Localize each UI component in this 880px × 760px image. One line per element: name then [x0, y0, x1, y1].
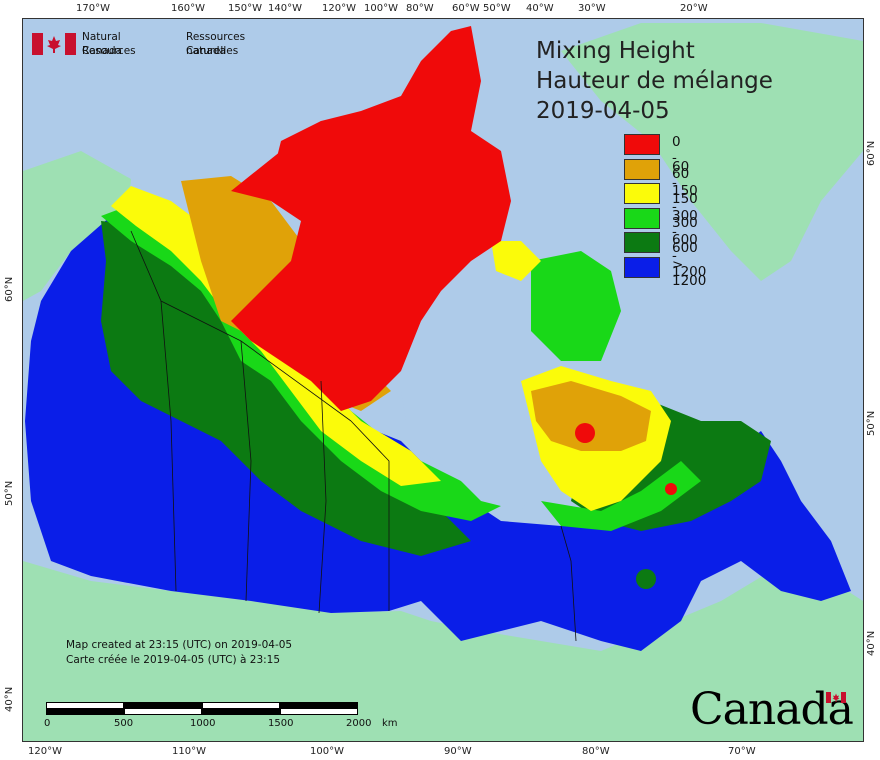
nrcan-fr: Ressources naturelles: [186, 31, 246, 57]
scale-label: 1000: [190, 718, 216, 729]
legend-swatch: [624, 207, 660, 229]
greenland-land: [561, 23, 863, 281]
zone-300-600-east: [531, 251, 621, 361]
legend-label: 60 - 150: [672, 158, 698, 207]
top-lon-label: 150°W: [228, 3, 262, 14]
title-date: 2019-04-05: [536, 98, 670, 124]
nrcan-fr-canada: Canada: [186, 45, 226, 57]
canada-flag-icon: [32, 33, 76, 55]
zone-0-60-islands: [276, 121, 351, 166]
left-lat-label: 50°N: [4, 480, 15, 506]
title-en: Mixing Height: [536, 38, 695, 64]
top-lon-label: 140°W: [268, 3, 302, 14]
right-lat-label: 60°N: [866, 140, 877, 166]
usa-land: [23, 561, 863, 741]
scale-bar: 0 500 1000 1500 2000 km: [44, 702, 398, 729]
zone-300-600-quebec: [541, 461, 701, 531]
bottom-lon-label: 70°W: [728, 746, 756, 757]
title-fr: Hauteur de mélange: [536, 68, 773, 94]
right-lat-label: 50°N: [866, 410, 877, 436]
scale-segment: [124, 708, 202, 715]
title-block: Mixing Height Hauteur de mélange 2019-04…: [536, 36, 773, 126]
left-lat-label: 40°N: [4, 686, 15, 712]
top-lon-label: 80°W: [406, 3, 434, 14]
top-lon-label: 40°W: [526, 3, 554, 14]
scale-label: 0: [44, 718, 51, 729]
credit-fr: Carte créée le 2019-04-05 (UTC) à 23:15: [66, 654, 281, 666]
map-canvas[interactable]: [22, 18, 864, 742]
legend-swatch: [624, 183, 660, 204]
top-lon-label: 60°W: [452, 3, 480, 14]
alaska-land: [23, 151, 131, 301]
legend-swatch: [624, 134, 660, 155]
bottom-lon-label: 110°W: [172, 746, 206, 757]
legend-swatch: [624, 232, 660, 253]
credit-en: Map created at 23:15 (UTC) on 2019-04-05: [66, 639, 293, 651]
legend-label: 300 - 600: [672, 207, 698, 256]
scale-segment: [202, 708, 280, 715]
canada-flag-icon: [826, 692, 846, 703]
bottom-lon-label: 90°W: [444, 746, 472, 757]
bottom-lon-label: 100°W: [310, 746, 344, 757]
zone-600-1200-spot: [636, 569, 656, 589]
top-lon-label: 170°W: [76, 3, 110, 14]
province-boundaries: [130, 230, 577, 642]
legend-swatch: [624, 158, 660, 180]
top-lon-label: 30°W: [578, 3, 606, 14]
legend-label: 600 - 1200: [672, 232, 707, 280]
hudson-bay: [401, 371, 541, 511]
scale-label: 2000: [346, 718, 372, 729]
legend-label: > 1200: [672, 256, 707, 289]
scale-unit: km: [382, 718, 398, 729]
legend-label: 0 - 60: [672, 134, 690, 182]
left-lat-label: 60°N: [4, 276, 15, 302]
top-lon-label: 160°W: [171, 3, 205, 14]
zone-150-300-north: [491, 241, 541, 281]
top-lon-label: 50°W: [483, 3, 511, 14]
scale-segment: [46, 708, 124, 715]
bottom-lon-label: 120°W: [28, 746, 62, 757]
mixing-height-map: [23, 19, 863, 741]
zone-60-150-labrador: [531, 381, 651, 451]
zone-0-60: [231, 26, 511, 411]
scale-label: 500: [114, 718, 134, 729]
top-lon-label: 100°W: [364, 3, 398, 14]
bottom-lon-label: 80°W: [582, 746, 610, 757]
zone-0-60-spot: [665, 483, 677, 495]
nrcan-en-canada: Canada: [82, 45, 122, 57]
map-credit: Map created at 23:15 (UTC) on 2019-04-05…: [66, 638, 292, 668]
top-lon-label: 120°W: [322, 3, 356, 14]
scale-label: 1500: [268, 718, 294, 729]
scale-segment: [280, 708, 358, 715]
legend-label: 150 - 300: [672, 183, 698, 231]
right-lat-label: 40°N: [866, 630, 877, 656]
zone-0-60-spot: [575, 423, 595, 443]
legend-swatch: [624, 256, 660, 278]
zone-gt1200: [25, 216, 851, 651]
nrcan-en: Natural Resources: [82, 31, 136, 57]
top-lon-label: 20°W: [680, 3, 708, 14]
